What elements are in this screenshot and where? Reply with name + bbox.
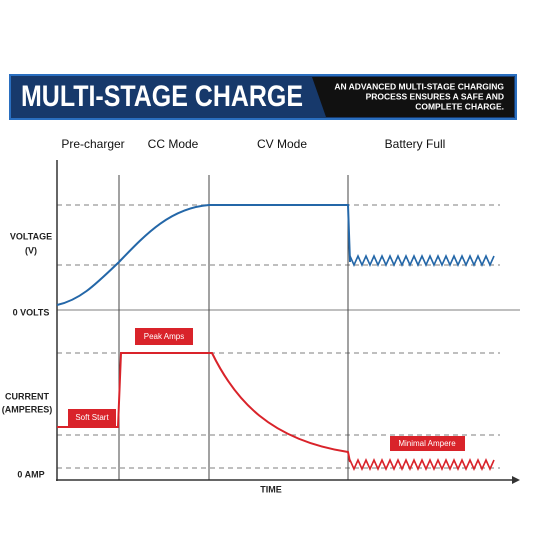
header-subtitle: COMPLETE CHARGE.	[415, 101, 504, 111]
stage-label: CV Mode	[257, 137, 307, 151]
annotation-box	[68, 409, 116, 426]
voltage-ripple	[349, 254, 495, 267]
axis-label: TIME	[260, 484, 282, 494]
axis-label: VOLTAGE	[10, 231, 52, 241]
stage-label: Battery Full	[385, 137, 446, 151]
axis-label: CURRENT	[5, 391, 50, 401]
stage-label: Pre-charger	[61, 137, 124, 151]
axes	[56, 160, 520, 484]
annotation: Soft Start	[75, 413, 109, 422]
annotation: Minimal Ampere	[398, 439, 456, 448]
current-curve	[57, 352, 351, 463]
axis-label: (V)	[25, 245, 37, 255]
annotation-box	[135, 328, 193, 345]
axis-label: (AMPERES)	[2, 404, 53, 414]
header-title: MULTI-STAGE CHARGE	[21, 80, 303, 113]
stage-label: CC Mode	[148, 137, 199, 151]
axis-label: 0 VOLTS	[13, 307, 50, 317]
annotation: Peak Amps	[144, 332, 184, 341]
voltage-curve	[56, 204, 351, 306]
header-subtitle: PROCESS ENSURES A SAFE AND	[366, 91, 504, 101]
current-ripple	[349, 458, 495, 471]
annotation-box	[390, 436, 465, 451]
subtitle-box	[312, 77, 514, 117]
header-subtitle: AN ADVANCED MULTI-STAGE CHARGING	[334, 81, 504, 91]
axis-label: 0 AMP	[17, 469, 44, 479]
